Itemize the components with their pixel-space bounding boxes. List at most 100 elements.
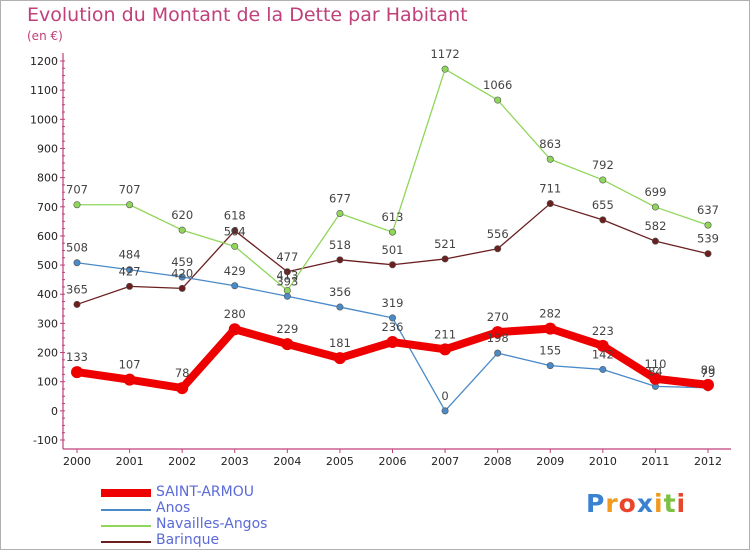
data-label-navailles-angos: 1172 bbox=[430, 47, 459, 61]
data-label-anos: 79 bbox=[701, 366, 716, 380]
data-label-anos: 198 bbox=[487, 331, 509, 345]
data-point-anos bbox=[178, 273, 186, 281]
series-layer bbox=[71, 65, 714, 415]
data-point-saint-armou bbox=[491, 326, 504, 339]
data-label-anos: 356 bbox=[329, 285, 351, 299]
data-label-navailles-angos: 677 bbox=[329, 191, 351, 205]
y-tick-label: -100 bbox=[33, 434, 58, 447]
y-tick-label: 900 bbox=[37, 142, 58, 155]
legend-swatch bbox=[101, 525, 151, 527]
y-tick-label: 800 bbox=[37, 172, 58, 185]
legend-swatch bbox=[101, 541, 151, 543]
y-tick-label: 0 bbox=[51, 405, 58, 418]
data-point-barinque bbox=[704, 250, 712, 258]
data-point-saint-armou bbox=[544, 322, 557, 335]
data-label-barinque: 556 bbox=[487, 227, 509, 241]
data-label-saint-armou: 229 bbox=[276, 322, 298, 336]
y-tick-label: 300 bbox=[37, 317, 58, 330]
chart-title: Evolution du Montant de la Dette par Hab… bbox=[27, 4, 468, 26]
data-point-barinque bbox=[283, 268, 291, 276]
data-point-barinque bbox=[546, 200, 554, 208]
data-label-barinque: 365 bbox=[66, 282, 88, 296]
data-label-navailles-angos: 792 bbox=[592, 158, 614, 172]
data-point-anos bbox=[441, 407, 449, 415]
data-label-layer: 365 427 420 618 477 518 501 521 556 711 655 582 539 7… bbox=[66, 47, 719, 403]
data-label-saint-armou: 107 bbox=[119, 358, 141, 372]
legend-swatch bbox=[101, 489, 151, 497]
logo-letter: x bbox=[636, 489, 654, 518]
data-point-saint-armou bbox=[649, 372, 662, 385]
data-label-saint-armou: 223 bbox=[592, 324, 614, 338]
data-point-navailles-angos bbox=[336, 209, 344, 217]
data-point-saint-armou bbox=[386, 336, 399, 349]
data-label-anos: 508 bbox=[66, 241, 88, 255]
data-point-navailles-angos bbox=[494, 96, 502, 104]
data-point-anos bbox=[126, 266, 134, 274]
data-point-anos bbox=[599, 365, 607, 373]
data-label-barinque: 521 bbox=[434, 237, 456, 251]
legend-label: Anos bbox=[156, 500, 191, 516]
data-point-saint-armou bbox=[123, 373, 136, 386]
data-label-anos: 0 bbox=[441, 389, 448, 403]
data-label-anos: 429 bbox=[224, 264, 246, 278]
data-point-barinque bbox=[388, 261, 396, 269]
data-label-navailles-angos: 637 bbox=[697, 203, 719, 217]
data-point-barinque bbox=[126, 282, 134, 290]
data-label-navailles-angos: 613 bbox=[382, 210, 404, 224]
data-label-navailles-angos: 863 bbox=[539, 137, 561, 151]
data-label-barinque: 427 bbox=[119, 264, 141, 278]
data-label-barinque: 618 bbox=[224, 209, 246, 223]
data-point-navailles-angos bbox=[704, 221, 712, 229]
x-tick-label: 2012 bbox=[694, 455, 722, 468]
logo-letter: i bbox=[676, 489, 687, 518]
data-point-saint-armou bbox=[228, 323, 241, 336]
data-label-anos: 142 bbox=[592, 347, 614, 361]
data-label-saint-armou: 110 bbox=[644, 357, 666, 371]
data-point-barinque bbox=[178, 284, 186, 292]
x-tick-label: 2006 bbox=[379, 455, 407, 468]
data-point-navailles-angos bbox=[546, 155, 554, 163]
data-point-navailles-angos bbox=[599, 176, 607, 184]
data-point-navailles-angos bbox=[178, 226, 186, 234]
data-label-navailles-angos: 707 bbox=[119, 183, 141, 197]
x-tick-label: 2010 bbox=[589, 455, 617, 468]
data-point-barinque bbox=[441, 255, 449, 263]
legend-label: SAINT-ARMOU bbox=[156, 484, 254, 500]
data-label-anos: 484 bbox=[119, 248, 141, 262]
data-point-navailles-angos bbox=[651, 203, 659, 211]
data-label-navailles-angos: 1066 bbox=[483, 78, 512, 92]
axes: -100010020030040050060070080090010001100… bbox=[30, 53, 731, 468]
data-label-navailles-angos: 413 bbox=[276, 268, 298, 282]
data-point-anos bbox=[231, 282, 239, 290]
data-label-anos: 84 bbox=[648, 364, 663, 378]
x-tick-label: 2001 bbox=[116, 455, 144, 468]
data-point-barinque bbox=[73, 300, 81, 308]
data-label-saint-armou: 211 bbox=[434, 327, 456, 341]
data-label-anos: 319 bbox=[382, 296, 404, 310]
data-label-saint-armou: 78 bbox=[175, 366, 190, 380]
data-label-saint-armou: 236 bbox=[382, 320, 404, 334]
x-tick-label: 2002 bbox=[168, 455, 196, 468]
y-tick-label: 200 bbox=[37, 347, 58, 360]
x-tick-label: 2003 bbox=[221, 455, 249, 468]
data-point-navailles-angos bbox=[231, 242, 239, 250]
legend-label: Barinque bbox=[156, 532, 220, 548]
data-point-saint-armou bbox=[281, 338, 294, 351]
data-label-anos: 155 bbox=[539, 344, 561, 358]
data-label-navailles-angos: 707 bbox=[66, 183, 88, 197]
logo-letter: P bbox=[586, 489, 606, 518]
data-label-barinque: 477 bbox=[276, 250, 298, 264]
logo-letter: r bbox=[605, 489, 619, 518]
data-point-saint-armou bbox=[702, 378, 714, 391]
data-label-navailles-angos: 564 bbox=[224, 224, 246, 238]
data-point-anos bbox=[73, 259, 81, 267]
proxiti-logo: Proxiti bbox=[586, 489, 686, 518]
data-point-barinque bbox=[599, 216, 607, 224]
data-point-anos bbox=[494, 349, 502, 357]
data-label-anos: 459 bbox=[171, 255, 193, 269]
data-label-saint-armou: 280 bbox=[224, 307, 246, 321]
data-point-barinque bbox=[494, 245, 502, 253]
y-tick-label: 100 bbox=[37, 376, 58, 389]
